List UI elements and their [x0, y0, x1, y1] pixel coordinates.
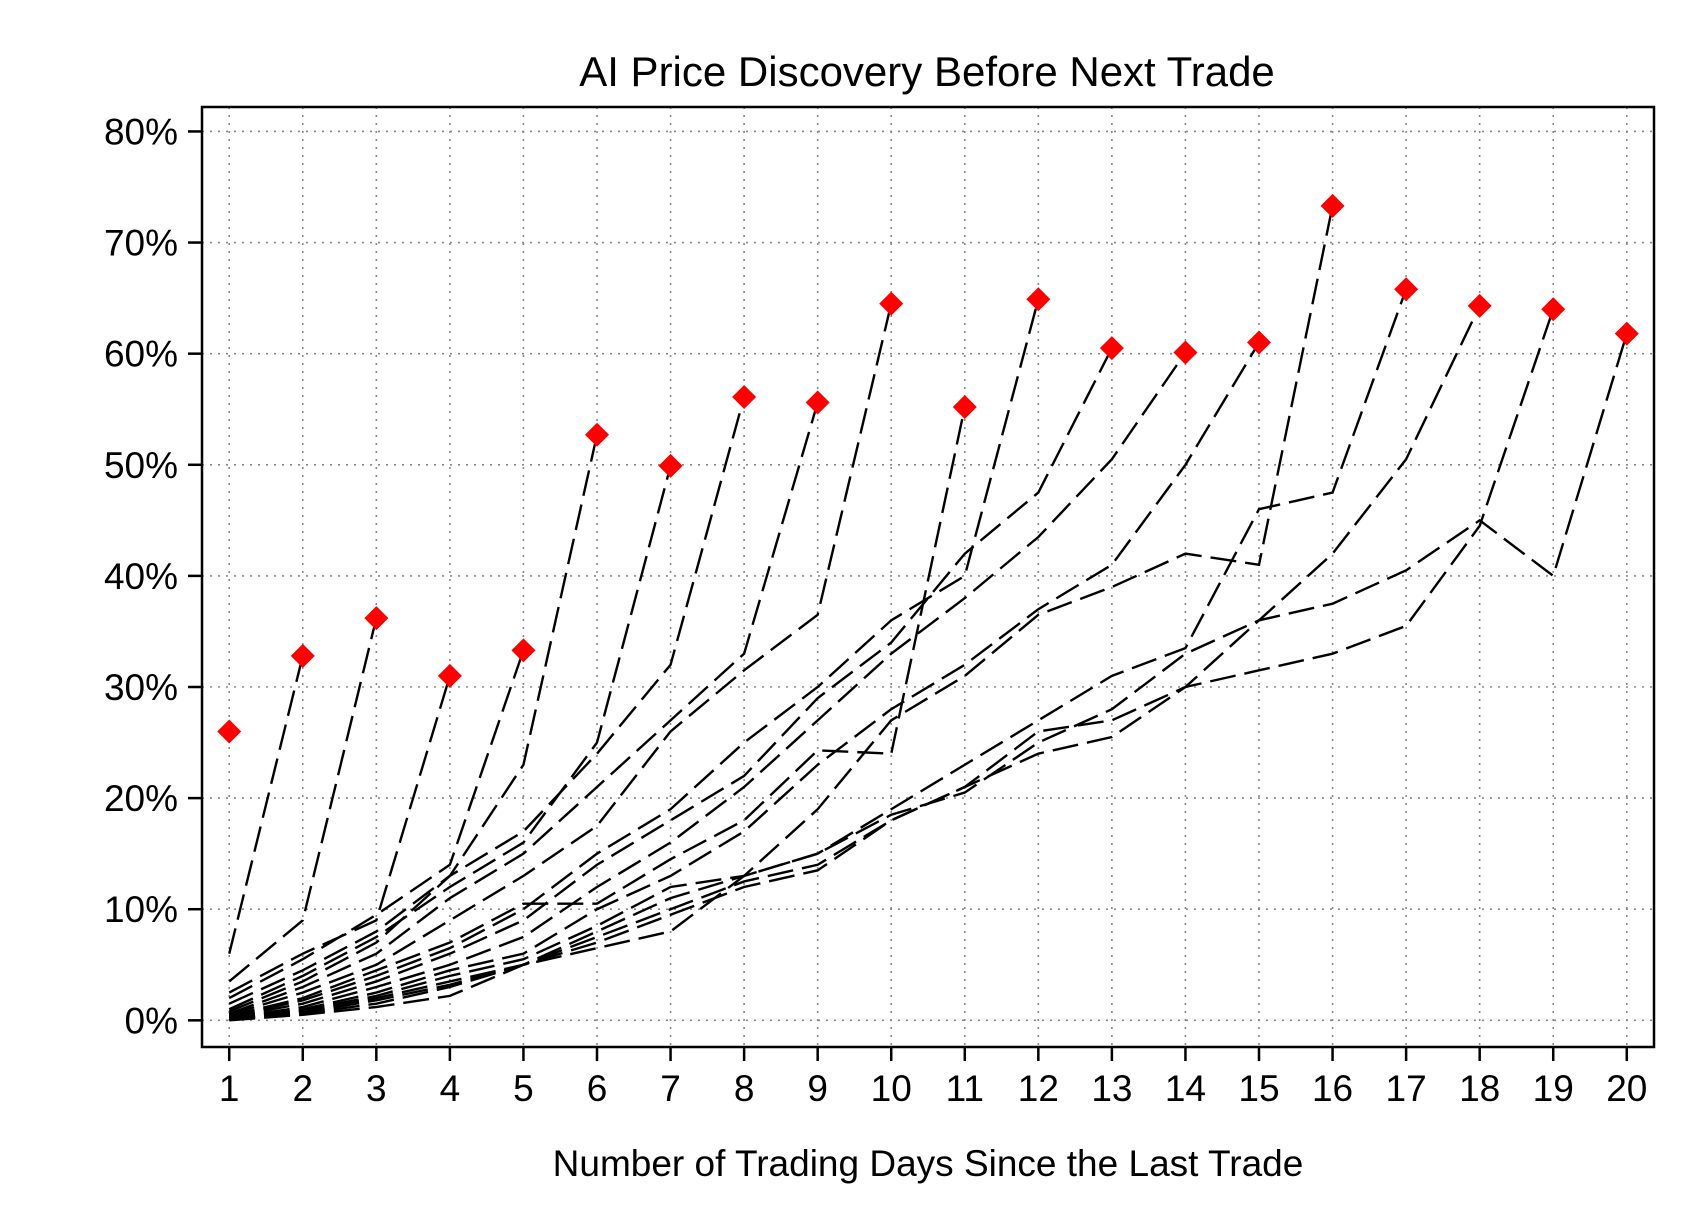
- endpoint-marker-10: [879, 291, 904, 316]
- series-group: [228, 205, 1628, 1022]
- series-line-16: [229, 205, 1334, 1021]
- x-tick-label: 2: [292, 1068, 313, 1109]
- series-line-13: [229, 347, 1113, 1019]
- endpoint-marker-3: [364, 606, 389, 631]
- series-line-12: [228, 298, 1040, 1019]
- endpoint-marker-7: [658, 453, 683, 478]
- series-line-11: [228, 406, 966, 1018]
- x-tick-label: 7: [660, 1068, 681, 1109]
- y-tick-label: 70%: [104, 223, 178, 264]
- x-tick-label: 13: [1091, 1068, 1132, 1109]
- endpoint-marker-9: [805, 390, 830, 415]
- y-tick-label: 0%: [125, 1000, 178, 1041]
- series-line-6: [228, 434, 599, 1005]
- endpoint-marker-12: [1026, 287, 1051, 312]
- series-line-18: [229, 305, 1481, 1021]
- x-tick-label: 9: [807, 1068, 828, 1109]
- endpoint-marker-14: [1173, 340, 1198, 365]
- x-tick-label: 10: [871, 1068, 912, 1109]
- x-tick-label: 8: [734, 1068, 755, 1109]
- y-tick-label: 50%: [104, 445, 178, 486]
- endpoint-marker-20: [1614, 321, 1639, 346]
- endpoint-marker-5: [511, 638, 536, 663]
- x-tick-label: 20: [1606, 1068, 1647, 1109]
- series-line-9: [228, 402, 819, 1015]
- series-line-20: [229, 333, 1628, 1022]
- series-line-10: [228, 303, 893, 1016]
- series-line-3: [228, 617, 378, 983]
- chart-title: AI Price Discovery Before Next Trade: [579, 48, 1275, 95]
- x-tick-label: 6: [587, 1068, 608, 1109]
- series-line-7: [228, 465, 672, 1011]
- endpoint-marker-13: [1099, 336, 1124, 361]
- x-tick-label: 17: [1386, 1068, 1427, 1109]
- x-tick-label: 1: [219, 1068, 240, 1109]
- x-tick-label: 5: [513, 1068, 534, 1109]
- x-tick-label: 14: [1165, 1068, 1206, 1109]
- y-tick-label: 80%: [104, 111, 178, 152]
- series-line-14: [229, 351, 1187, 1020]
- series-line-15: [229, 341, 1261, 1020]
- endpoint-marker-17: [1394, 277, 1419, 302]
- endpoint-marker-19: [1541, 297, 1566, 322]
- series-line-2: [228, 655, 304, 954]
- y-tick-label: 30%: [104, 667, 178, 708]
- x-tick-label: 18: [1459, 1068, 1500, 1109]
- x-tick-label: 12: [1018, 1068, 1059, 1109]
- y-tick-label: 20%: [104, 778, 178, 819]
- endpoint-marker-2: [290, 643, 315, 668]
- series-line-17: [229, 288, 1408, 1021]
- endpoint-marker-6: [585, 422, 609, 447]
- endpoint-marker-16: [1320, 193, 1345, 218]
- x-axis-label: Number of Trading Days Since the Last Tr…: [553, 1143, 1304, 1184]
- endpoint-marker-11: [952, 395, 977, 419]
- endpoint-marker-4: [437, 663, 462, 688]
- y-tick-label: 10%: [104, 889, 178, 930]
- x-tick-label: 16: [1312, 1068, 1353, 1109]
- series-line-5: [228, 649, 525, 1000]
- y-tick-label: 40%: [104, 556, 178, 597]
- marker-group: [217, 193, 1639, 744]
- y-axis: 0% 10% 20% 30% 40% 50% 60% 70% 80%: [104, 111, 202, 1041]
- x-tick-label: 11: [946, 1068, 984, 1109]
- x-tick-label: 4: [440, 1068, 461, 1109]
- x-tick-label: 15: [1238, 1068, 1279, 1109]
- endpoint-marker-8: [732, 385, 757, 409]
- endpoint-marker-15: [1247, 330, 1271, 355]
- x-tick-label: 19: [1533, 1068, 1574, 1109]
- x-tick-label: 3: [366, 1068, 387, 1109]
- x-axis: 1 2 3 4 5 6 7 8 9 10 11 12 13 14 15 16 17 18 19 20: [219, 1047, 1647, 1109]
- series-line-4: [228, 675, 452, 994]
- endpoint-marker-18: [1467, 293, 1492, 318]
- grid: [202, 107, 1654, 1047]
- endpoint-marker-1: [217, 719, 242, 744]
- y-tick-label: 60%: [104, 334, 178, 375]
- series-line-8: [228, 396, 746, 1013]
- series-line-19: [229, 308, 1555, 1021]
